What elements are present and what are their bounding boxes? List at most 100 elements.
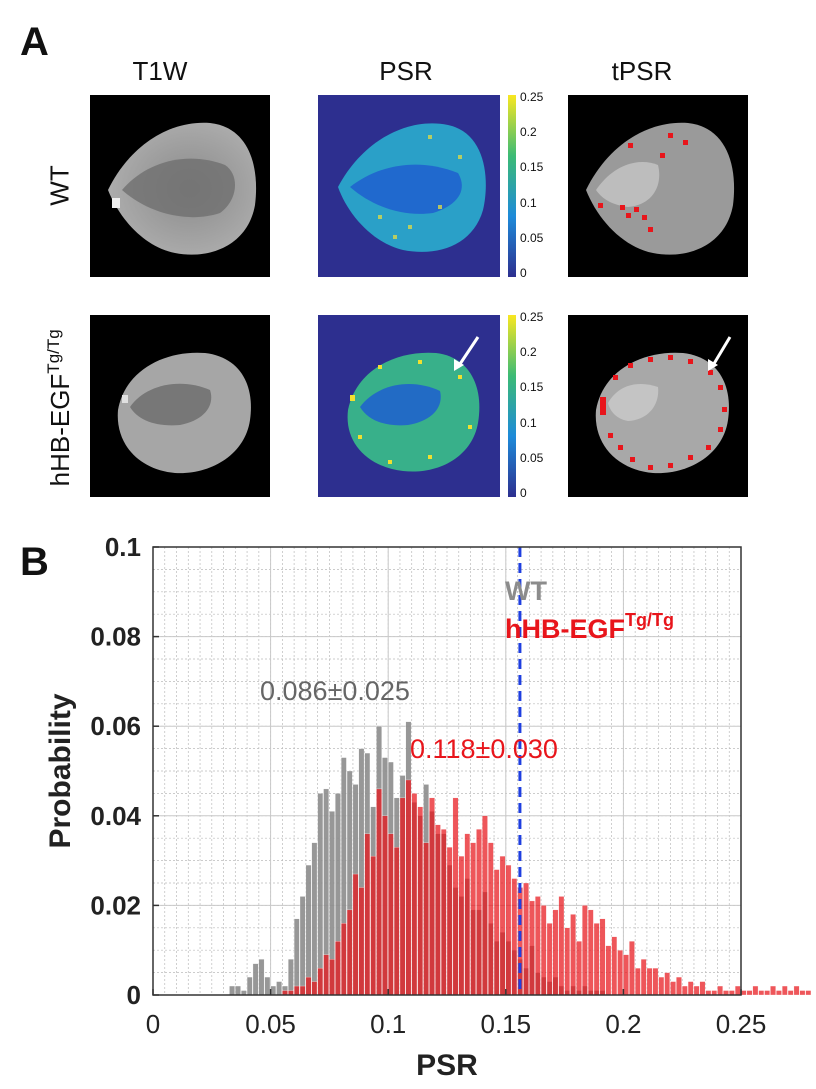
y-tick-label: 0.02 bbox=[90, 890, 141, 920]
tg-histogram-bar bbox=[540, 905, 547, 996]
panel-label-a: A bbox=[20, 20, 49, 64]
tg-histogram-bar bbox=[564, 927, 571, 996]
tg-histogram-bar bbox=[435, 824, 441, 996]
tg-histogram-bar bbox=[635, 967, 641, 996]
tg-histogram-bar bbox=[376, 788, 382, 996]
wt-histogram-bar bbox=[299, 896, 306, 996]
image-wt-psr bbox=[318, 95, 500, 277]
tg-histogram-bar bbox=[458, 855, 465, 996]
y-tick-label: 0.08 bbox=[90, 622, 141, 652]
image-tg-tpsr bbox=[568, 315, 748, 497]
tg-histogram-bar bbox=[746, 990, 753, 996]
tg-histogram-bar bbox=[499, 855, 506, 996]
x-axis-label: PSR bbox=[416, 1049, 478, 1082]
tg-histogram-bar bbox=[699, 981, 706, 996]
tg-histogram-bar bbox=[358, 887, 365, 996]
tg-histogram-bar bbox=[382, 815, 388, 996]
x-tick-label: 0.05 bbox=[245, 1009, 296, 1039]
x-tick-label: 0 bbox=[146, 1009, 160, 1039]
wt-histogram-bar bbox=[246, 976, 253, 996]
tg-histogram-bar bbox=[411, 793, 418, 996]
wt-histogram-bar bbox=[288, 959, 294, 996]
tg-histogram-bar bbox=[488, 842, 494, 996]
tg-histogram-bar bbox=[341, 923, 347, 996]
tg-histogram-bar bbox=[658, 976, 665, 996]
x-tick-label: 0.1 bbox=[370, 1009, 406, 1039]
y-tick-label: 0.04 bbox=[90, 801, 141, 831]
wt-histogram-bar bbox=[311, 842, 318, 996]
tg-histogram-bar bbox=[552, 909, 559, 996]
column-title-psr: PSR bbox=[379, 56, 433, 86]
tg-histogram-bar bbox=[323, 954, 329, 996]
tg-histogram-bar bbox=[687, 981, 694, 996]
tg-histogram-bar bbox=[593, 923, 600, 996]
tg-histogram-bar bbox=[758, 990, 765, 996]
tg-histogram-bar bbox=[570, 914, 576, 996]
tg-histogram-bar bbox=[752, 985, 759, 996]
tg-histogram-bar bbox=[505, 864, 512, 996]
tg-histogram-bar bbox=[670, 981, 676, 996]
legend-tg-superscript: Tg/Tg bbox=[625, 610, 674, 630]
tg-histogram-bar bbox=[605, 945, 612, 996]
x-tick-label: 0.2 bbox=[605, 1009, 641, 1039]
tg-histogram-bar bbox=[311, 981, 318, 996]
tg-histogram-bar bbox=[640, 959, 647, 996]
image-tg-t1w bbox=[90, 315, 270, 497]
tg-histogram-bar bbox=[529, 900, 535, 996]
tg-histogram-bar bbox=[646, 967, 653, 996]
wt-histogram-bar bbox=[317, 793, 324, 996]
tg-histogram-bar bbox=[740, 990, 747, 996]
x-tick-label: 0.25 bbox=[716, 1009, 767, 1039]
image-tg-psr bbox=[318, 315, 500, 497]
tg-histogram-bar bbox=[523, 882, 529, 996]
column-title-tpsr: tPSR bbox=[611, 56, 673, 86]
tg-histogram-bar bbox=[393, 847, 400, 996]
tg-histogram-bar bbox=[599, 918, 606, 996]
tg-histogram-bar bbox=[587, 909, 594, 996]
column-title-t1w: T1W bbox=[132, 56, 188, 86]
wt-histogram-bar bbox=[264, 976, 271, 996]
psr-histogram: 0 0.05 0.1 0.15 0.2 0.25 0 0.02 0.04 0.06 0.08 0.1 P… bbox=[44, 532, 812, 1082]
tg-histogram-bar bbox=[317, 967, 324, 996]
tg-histogram-bar bbox=[764, 990, 770, 996]
tg-histogram-bar bbox=[535, 896, 541, 996]
tg-histogram-bar bbox=[787, 990, 794, 996]
wt-histogram-bar bbox=[293, 918, 300, 996]
tg-histogram-bar bbox=[493, 869, 500, 996]
tg-histogram-bar bbox=[446, 847, 453, 996]
tg-histogram-bar bbox=[370, 855, 376, 996]
tg-histogram-bar bbox=[464, 833, 471, 996]
tg-histogram-bar bbox=[682, 985, 688, 996]
y-tick-label: 0 bbox=[127, 980, 141, 1010]
tg-histogram-bar bbox=[470, 842, 476, 996]
tg-histogram-bar bbox=[329, 959, 335, 996]
annotation-wt-mean: 0.086±0.025 bbox=[260, 676, 410, 706]
x-tick-label: 0.15 bbox=[480, 1009, 531, 1039]
y-tick-label: 0.1 bbox=[105, 532, 141, 562]
tg-histogram-bar bbox=[299, 985, 306, 996]
tg-histogram-bar bbox=[799, 990, 806, 996]
tg-histogram-bar bbox=[364, 833, 371, 996]
tg-histogram-bar bbox=[405, 779, 412, 996]
tg-histogram-bar bbox=[417, 806, 424, 996]
tg-histogram-bar bbox=[623, 954, 629, 996]
tg-histogram-bar bbox=[546, 923, 553, 996]
tg-histogram-bar bbox=[476, 829, 482, 996]
tg-histogram-bar bbox=[629, 941, 635, 996]
tg-histogram-bar bbox=[717, 985, 723, 996]
legend-wt: WT bbox=[505, 576, 547, 606]
tg-histogram-bar bbox=[782, 985, 788, 996]
tg-histogram-bar bbox=[388, 833, 394, 996]
tg-histogram-bar bbox=[582, 905, 588, 996]
tg-histogram-bar bbox=[676, 976, 682, 996]
tg-histogram-bar bbox=[664, 972, 670, 996]
tg-histogram-bar bbox=[693, 985, 700, 996]
legend-tg: hHB-EGFTg/Tg bbox=[505, 610, 674, 644]
wt-histogram-bar bbox=[270, 985, 277, 996]
tg-histogram-bar bbox=[776, 990, 782, 996]
row-label-hhb-egf: hHB-EGFTg/Tg bbox=[44, 329, 75, 487]
wt-histogram-bar bbox=[252, 963, 259, 996]
colorbar-tg bbox=[508, 315, 516, 497]
y-axis-label: Probability bbox=[44, 693, 77, 848]
tg-histogram-bar bbox=[293, 985, 300, 996]
